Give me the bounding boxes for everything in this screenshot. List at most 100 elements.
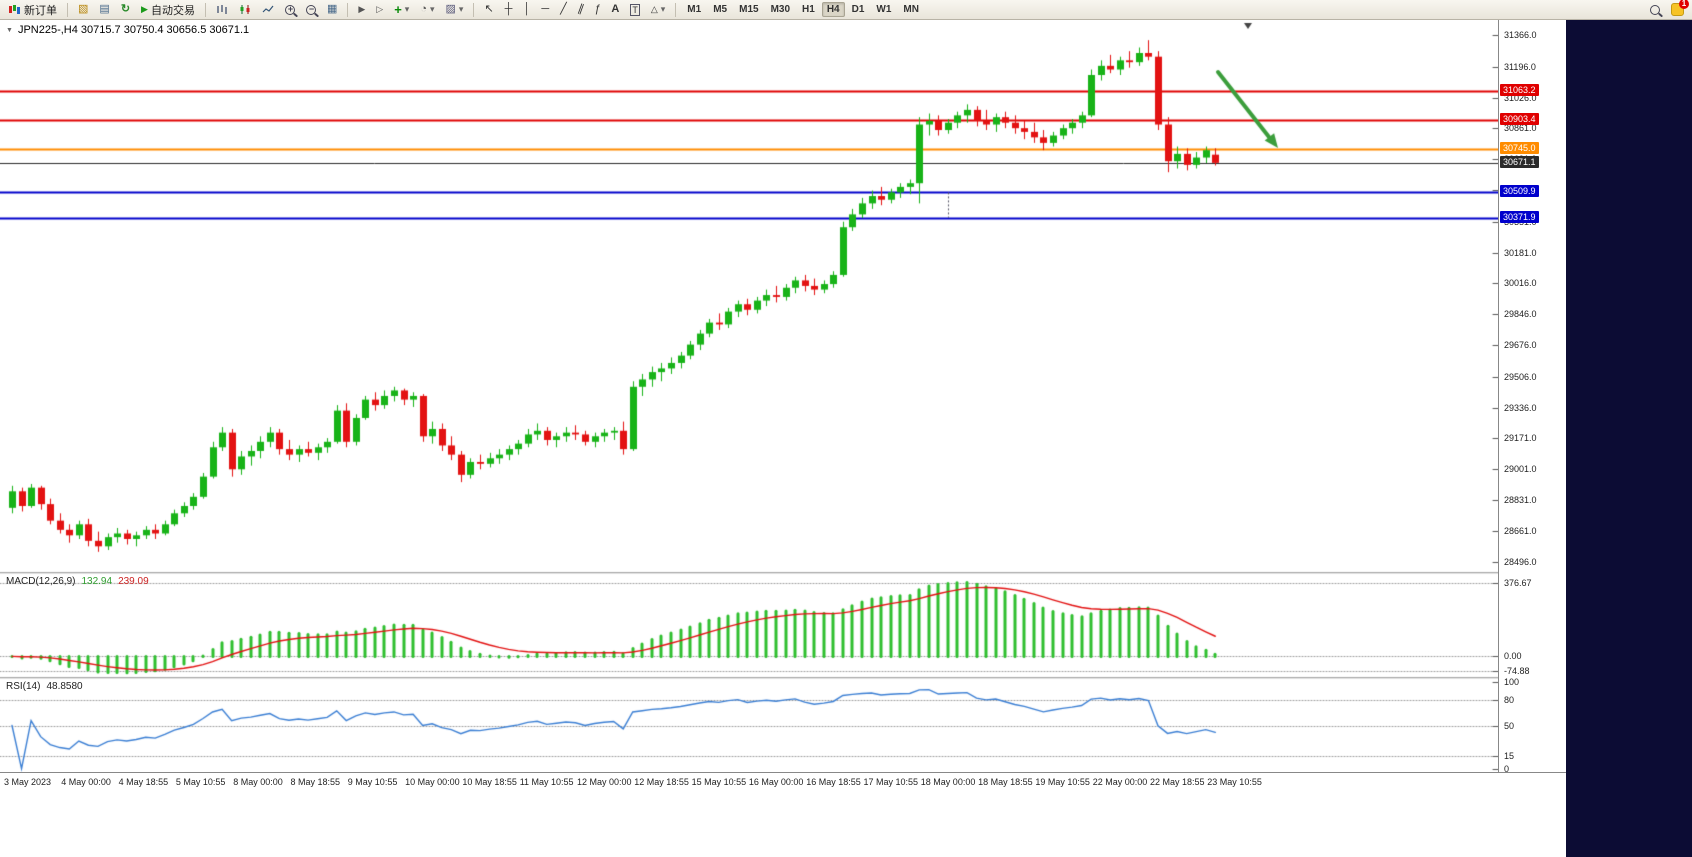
time-axis-label: 18 May 00:00 [920, 777, 976, 787]
time-axis-label: 18 May 18:55 [978, 777, 1033, 787]
auto-scroll-icon: ▶ [358, 4, 366, 14]
price-tick: -74.88 [1504, 666, 1530, 677]
time-axis-label: 23 May 10:55 [1207, 777, 1262, 787]
timeframe-h4-button[interactable]: H4 [821, 2, 845, 17]
trendline-icon: ╱ [560, 3, 567, 15]
price-tick: 30181.0 [1504, 247, 1537, 258]
toolbar-separator [67, 2, 68, 17]
auto-trading-button[interactable]: ▶ 自动交易 [136, 1, 200, 19]
rsi-label: RSI(14) 48.8580 [6, 681, 83, 692]
auto-scroll-button[interactable]: ▶ [353, 1, 370, 19]
template-icon: ▨ [445, 3, 456, 15]
indicators-dropdown-icon: ▾ [404, 4, 410, 14]
refresh-button[interactable]: ↻ [116, 1, 135, 19]
profiles-button[interactable]: ▤ [94, 1, 114, 19]
line-chart-mode-button[interactable] [257, 1, 279, 19]
price-tick: 28831.0 [1504, 495, 1537, 506]
price-tick: 29676.0 [1504, 340, 1537, 351]
timeframe-mn-button[interactable]: MN [903, 4, 919, 15]
refresh-icon: ↻ [120, 3, 131, 15]
auto-trading-label: 自动交易 [150, 4, 195, 17]
price-tick: 31026.0 [1504, 92, 1537, 103]
periods-button[interactable]: ◔ ▾ [415, 1, 439, 19]
time-axis-label: 10 May 18:55 [462, 777, 517, 787]
time-axis-label: 12 May 00:00 [577, 777, 632, 787]
time-axis-label: 8 May 00:00 [233, 777, 283, 787]
fibonacci-icon: ƒ [594, 3, 601, 15]
community-button[interactable]: 1 [1666, 0, 1689, 19]
channel-icon: ∥ [576, 2, 586, 16]
timeframe-m15-button[interactable]: M15 [739, 4, 759, 15]
candlestick-mode-button[interactable] [234, 1, 256, 19]
horizontal-line-tool-button[interactable]: ─ [536, 1, 554, 19]
time-axis-label: 11 May 10:55 [519, 777, 574, 787]
tile-windows-icon: ▦ [326, 3, 338, 15]
channel-tool-button[interactable]: ∥ [573, 1, 589, 19]
profiles-icon: ▤ [99, 3, 110, 15]
price-tick: 31366.0 [1504, 30, 1537, 41]
text-tool-button[interactable]: A [606, 1, 624, 19]
notification-badge: 1 [1679, 0, 1689, 9]
price-axis[interactable]: 31366.031196.031026.030861.030691.030521… [1498, 20, 1566, 774]
crosshair-icon: ┼ [504, 3, 513, 15]
price-tick: 15 [1504, 750, 1515, 761]
candlestick-icon [240, 5, 250, 14]
price-level-badge: 30671.1 [1500, 155, 1539, 168]
indicators-button[interactable]: + ▾ [389, 1, 414, 19]
text-icon: A [611, 3, 620, 15]
timeframe-m30-button[interactable]: M30 [770, 4, 791, 15]
chart-shift-button[interactable]: ▷ [371, 1, 388, 19]
text-label-icon: T [630, 3, 640, 16]
rsi-value: 48.8580 [46, 681, 83, 692]
price-tick: 31196.0 [1504, 61, 1536, 72]
new-chart-button[interactable]: ▧ [73, 1, 93, 19]
cursor-tool-button[interactable]: ↖ [479, 1, 498, 19]
price-tick: 30861.0 [1504, 123, 1537, 134]
time-axis-label: 22 May 00:00 [1092, 777, 1148, 787]
zoom-in-icon: + [284, 4, 295, 15]
time-axis-label: 19 May 10:55 [1035, 777, 1090, 787]
text-label-tool-button[interactable]: T [625, 1, 645, 19]
price-chart-canvas[interactable] [0, 20, 1498, 772]
time-axis-label: 15 May 10:55 [691, 777, 747, 787]
vertical-line-tool-button[interactable]: │ [518, 1, 535, 19]
fibonacci-tool-button[interactable]: ƒ [589, 1, 605, 19]
templates-dropdown-icon: ▾ [458, 4, 464, 14]
toolbar-separator [347, 2, 349, 17]
tile-windows-button[interactable]: ▦ [322, 1, 342, 19]
search-button[interactable] [1645, 1, 1665, 19]
main-toolbar: 新订单 ▧ ▤ ↻ ▶ 自动交易 + − ▦ ▶ ▷ + ▾ ◔ ▾ ▨ ▾ ↖ ┼ … [0, 0, 1692, 20]
crosshair-tool-button[interactable]: ┼ [500, 1, 518, 19]
zoom-in-button[interactable]: + [280, 1, 300, 19]
indicators-icon: + [394, 2, 402, 17]
new-order-button[interactable]: 新订单 [3, 1, 62, 19]
time-axis-label: 10 May 00:00 [405, 777, 460, 787]
time-axis[interactable]: 3 May 2023 4 May 00:00 4 May 18:55 5 May 10… [0, 772, 1566, 794]
timeframe-h1-button[interactable]: H1 [802, 4, 815, 15]
price-tick: 29001.0 [1504, 464, 1537, 475]
price-tick: 29336.0 [1504, 402, 1537, 413]
new-order-icon [9, 5, 20, 14]
new-order-label: 新订单 [24, 4, 57, 17]
templates-button[interactable]: ▨ ▾ [441, 1, 469, 19]
price-level-badge: 30509.9 [1500, 185, 1539, 198]
bar-chart-icon [217, 5, 227, 14]
time-axis-label: 17 May 10:55 [863, 777, 919, 787]
timeframe-m1-button[interactable]: M1 [687, 4, 702, 15]
timeframe-d1-button[interactable]: D1 [851, 4, 865, 15]
time-axis-label: 22 May 18:55 [1150, 777, 1205, 787]
toolbar-separator [473, 2, 475, 17]
line-chart-icon [262, 5, 274, 13]
timeframe-m5-button[interactable]: M5 [713, 4, 728, 15]
bar-chart-mode-button[interactable] [211, 1, 233, 19]
price-tick: 29506.0 [1504, 371, 1537, 382]
price-tick: 29846.0 [1504, 309, 1537, 320]
chart-collapse-icon[interactable]: ▼ [6, 26, 13, 34]
shapes-tool-button[interactable]: △ ▾ [646, 1, 670, 19]
clock-icon: ◔ [420, 3, 427, 15]
timeframe-w1-button[interactable]: W1 [876, 4, 892, 15]
time-axis-label: 12 May 18:55 [634, 777, 689, 787]
zoom-out-button[interactable]: − [301, 1, 321, 19]
toolbar-separator [204, 2, 206, 17]
trendline-tool-button[interactable]: ╱ [555, 1, 572, 19]
